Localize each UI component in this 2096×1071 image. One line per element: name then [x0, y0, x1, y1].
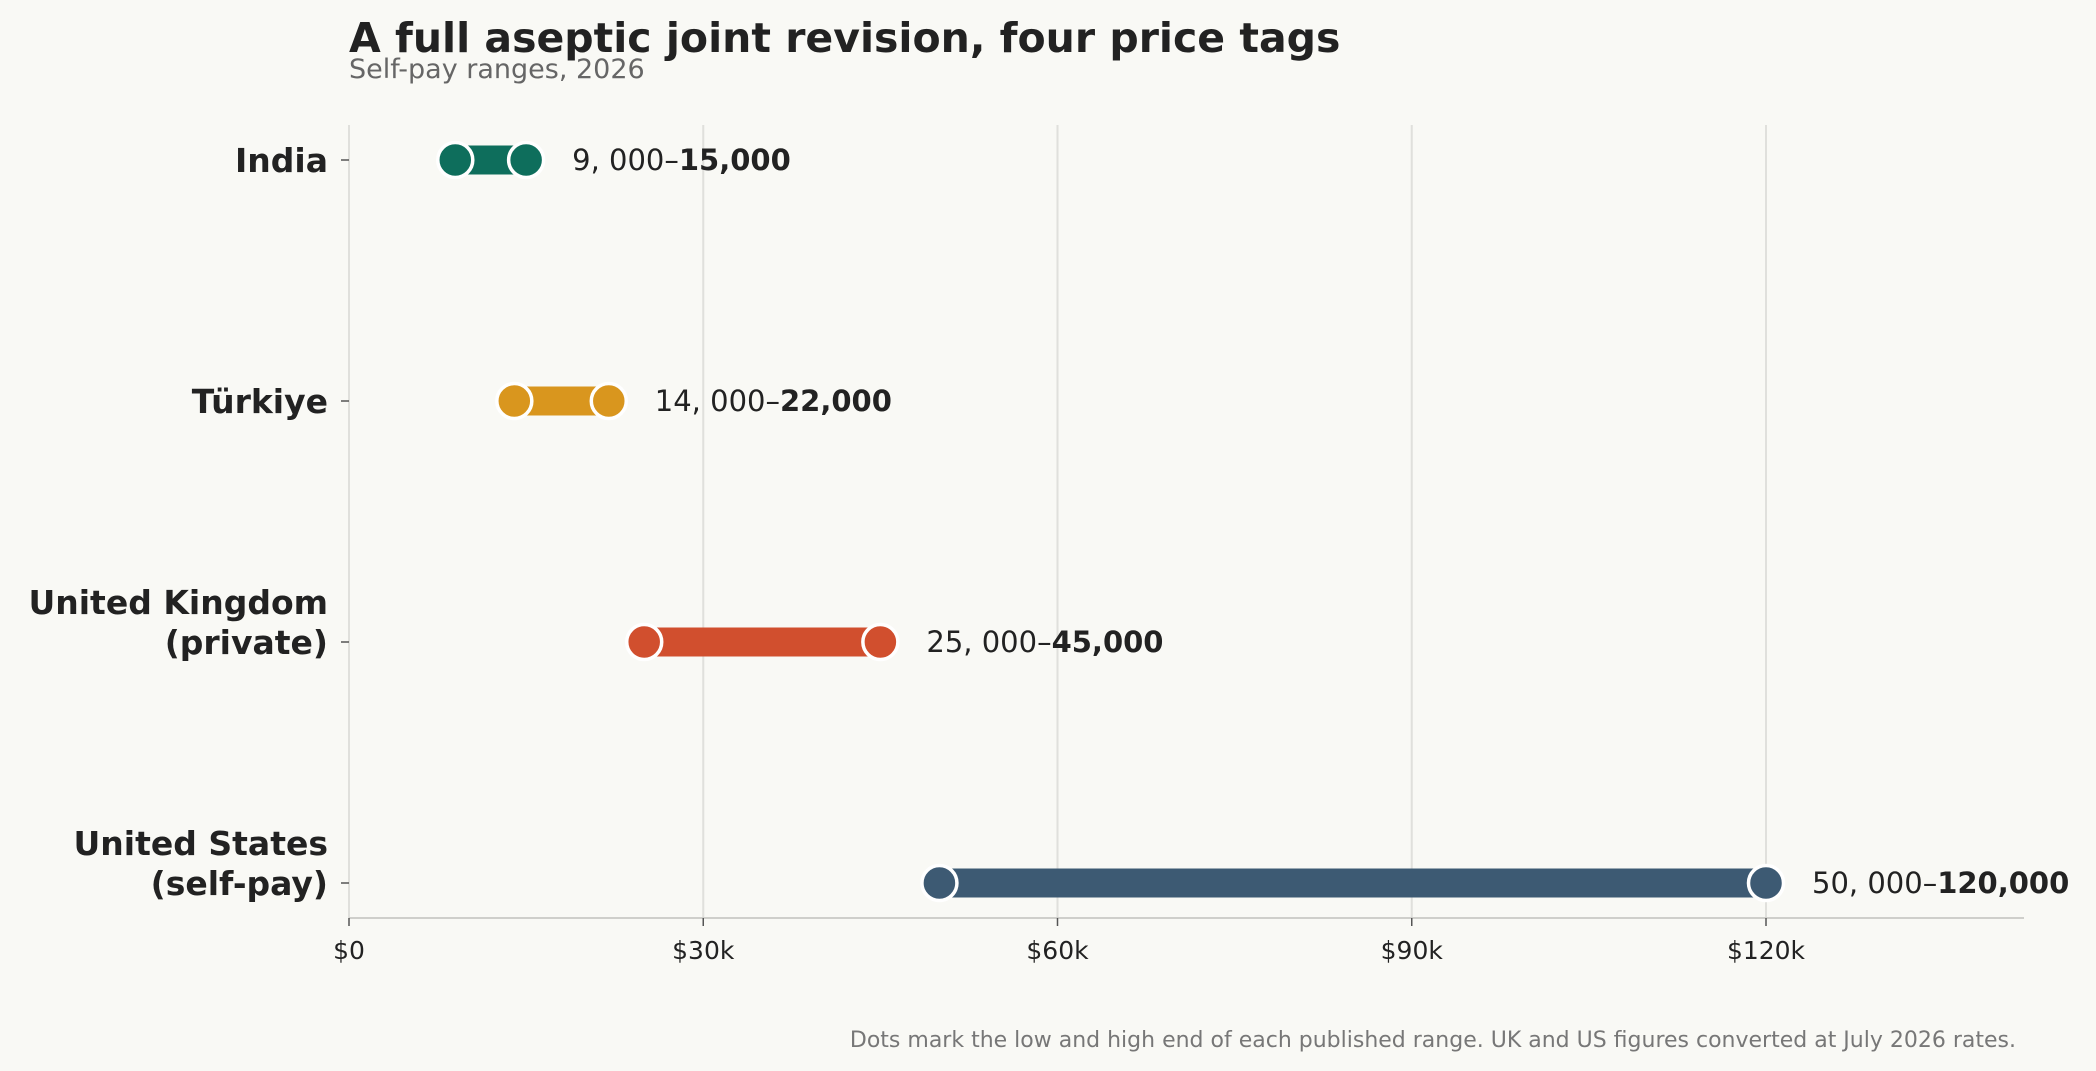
chart-footnote: Dots mark the low and high end of each p… — [850, 1028, 2016, 1053]
grid-lines — [702, 125, 1767, 918]
x-axis-ticks: $0 $30k $60k $90k $120k — [333, 918, 1806, 965]
high-dot — [506, 140, 546, 180]
category-label: (self-pay) — [151, 864, 328, 903]
category-label: Türkiye — [192, 382, 328, 421]
range-low-text: 50, 000– — [1812, 866, 1937, 900]
category-label: India — [235, 141, 328, 180]
range-high-text: 45,000 — [1052, 625, 1164, 659]
x-tick-label: $90k — [1381, 936, 1444, 965]
x-tick-label: $120k — [1727, 936, 1806, 965]
chart-title: A full aseptic joint revision, four pric… — [349, 14, 1340, 62]
range-row: Türkiye 14, 000–22,000 — [192, 381, 892, 421]
range-row: United States(self-pay) 50, 000–120,000 — [74, 824, 2070, 903]
range-low-text: 9, 000– — [572, 143, 679, 177]
category-label: United States — [74, 824, 328, 863]
category-label: United Kingdom — [28, 583, 328, 622]
range-rows: India 9, 000–15,000 Türkiye 14, 000–22,000 U… — [28, 140, 2070, 903]
x-tick-label: $0 — [333, 936, 365, 965]
range-value-label: 9, 000–15,000 — [572, 143, 791, 177]
range-value-label: 50, 000–120,000 — [1812, 866, 2069, 900]
range-high-text: 22,000 — [780, 384, 892, 418]
range-high-text: 15,000 — [679, 143, 791, 177]
high-dot — [1746, 863, 1786, 903]
x-tick-label: $60k — [1026, 936, 1089, 965]
high-dot — [589, 381, 629, 421]
high-dot — [861, 622, 900, 662]
range-low-text: 14, 000– — [655, 384, 780, 418]
category-label: (private) — [165, 623, 328, 662]
range-row: United Kingdom(private) 25, 000–45,000 — [28, 583, 1163, 662]
range-row: India 9, 000–15,000 — [235, 140, 791, 180]
low-dot — [920, 863, 959, 903]
range-value-label: 25, 000–45,000 — [926, 625, 1163, 659]
low-dot — [495, 381, 534, 421]
low-dot — [624, 622, 664, 662]
range-value-label: 14, 000–22,000 — [655, 384, 892, 418]
range-high-text: 120,000 — [1937, 866, 2069, 900]
low-dot — [436, 140, 475, 180]
x-tick-label: $30k — [672, 936, 735, 965]
chart-subtitle: Self-pay ranges, 2026 — [349, 54, 645, 85]
range-low-text: 25, 000– — [926, 625, 1051, 659]
